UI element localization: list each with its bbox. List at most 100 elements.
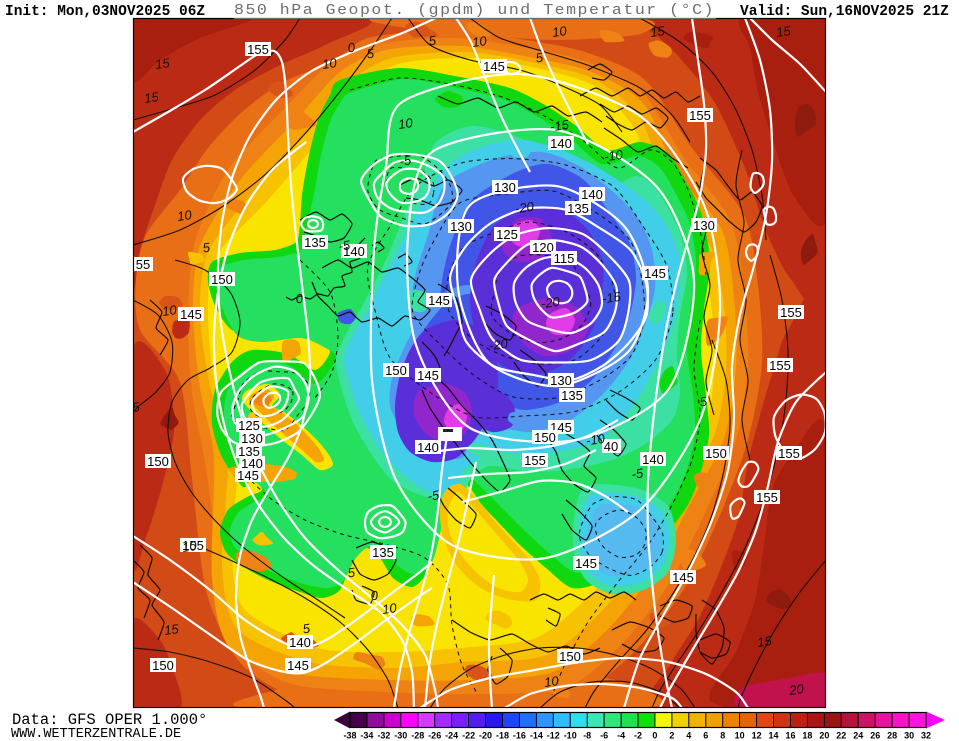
svg-text:115: 115 bbox=[554, 251, 575, 266]
svg-text:-28: -28 bbox=[411, 731, 424, 741]
svg-text:140: 140 bbox=[642, 452, 664, 467]
svg-text:145: 145 bbox=[672, 570, 694, 585]
svg-text:10: 10 bbox=[181, 538, 198, 555]
svg-text:6: 6 bbox=[703, 731, 708, 741]
svg-text:10: 10 bbox=[471, 33, 488, 50]
svg-text:18: 18 bbox=[802, 731, 812, 741]
svg-text:135: 135 bbox=[567, 201, 589, 216]
svg-text:5: 5 bbox=[535, 50, 545, 66]
svg-text:145: 145 bbox=[575, 556, 597, 571]
svg-text:14: 14 bbox=[768, 731, 778, 741]
svg-text:-4: -4 bbox=[617, 731, 625, 741]
svg-text:150: 150 bbox=[147, 454, 169, 469]
svg-text:-12: -12 bbox=[547, 731, 560, 741]
svg-text:130: 130 bbox=[693, 218, 715, 233]
svg-text:Data: GFS OPER 1.000°: Data: GFS OPER 1.000° bbox=[12, 711, 207, 729]
svg-text:150: 150 bbox=[211, 272, 233, 287]
svg-text:0: 0 bbox=[295, 291, 305, 307]
svg-text:WWW.WETTERZENTRALE.DE: WWW.WETTERZENTRALE.DE bbox=[11, 727, 181, 741]
svg-text:Init: Mon,03NOV2025 06Z: Init: Mon,03NOV2025 06Z bbox=[5, 4, 205, 20]
svg-text:-15: -15 bbox=[601, 289, 622, 307]
svg-text:12: 12 bbox=[752, 731, 762, 741]
svg-text:145: 145 bbox=[237, 468, 259, 483]
svg-text:155: 155 bbox=[182, 538, 204, 553]
svg-text:10: 10 bbox=[176, 207, 193, 224]
svg-text:24: 24 bbox=[853, 731, 863, 741]
svg-text:10: 10 bbox=[543, 673, 560, 690]
svg-text:140: 140 bbox=[581, 187, 603, 202]
svg-text:150: 150 bbox=[705, 446, 727, 461]
svg-text:150: 150 bbox=[534, 430, 556, 445]
svg-text:-30: -30 bbox=[394, 731, 407, 741]
svg-text:15: 15 bbox=[154, 55, 171, 72]
svg-text:130: 130 bbox=[450, 219, 472, 234]
svg-text:145: 145 bbox=[644, 266, 666, 281]
svg-text:5: 5 bbox=[366, 46, 376, 62]
svg-text:-2: -2 bbox=[634, 731, 642, 741]
svg-text:155: 155 bbox=[247, 42, 269, 57]
svg-text:150: 150 bbox=[152, 658, 174, 673]
svg-text:150: 150 bbox=[559, 649, 581, 664]
svg-text:22: 22 bbox=[836, 731, 846, 741]
svg-text:20: 20 bbox=[787, 681, 805, 698]
svg-text:140: 140 bbox=[289, 635, 311, 650]
svg-text:155: 155 bbox=[756, 490, 778, 505]
svg-text:26: 26 bbox=[870, 731, 880, 741]
svg-text:15: 15 bbox=[775, 23, 792, 40]
svg-text:0: 0 bbox=[652, 731, 657, 741]
svg-text:145: 145 bbox=[180, 307, 202, 322]
svg-text:10: 10 bbox=[397, 115, 414, 132]
svg-text:140: 140 bbox=[550, 136, 572, 151]
svg-text:15: 15 bbox=[124, 399, 141, 416]
svg-text:-10: -10 bbox=[564, 731, 577, 741]
svg-text:-20: -20 bbox=[488, 336, 509, 354]
svg-text:135: 135 bbox=[304, 235, 326, 250]
svg-text:Valid: Sun,16NOV2025 21Z: Valid: Sun,16NOV2025 21Z bbox=[740, 4, 949, 20]
svg-text:5: 5 bbox=[302, 621, 312, 637]
svg-text:140: 140 bbox=[417, 440, 439, 455]
svg-text:140: 140 bbox=[343, 244, 365, 259]
svg-text:155: 155 bbox=[689, 108, 711, 123]
svg-text:-10: -10 bbox=[603, 147, 624, 165]
svg-text:-38: -38 bbox=[343, 731, 356, 741]
svg-text:8: 8 bbox=[720, 731, 725, 741]
svg-text:-20: -20 bbox=[479, 731, 492, 741]
svg-text:10: 10 bbox=[321, 55, 338, 72]
svg-text:-10: -10 bbox=[585, 431, 606, 449]
svg-text:-8: -8 bbox=[583, 731, 591, 741]
svg-text:55: 55 bbox=[136, 257, 150, 272]
svg-text:-24: -24 bbox=[445, 731, 458, 741]
svg-text:155: 155 bbox=[769, 358, 791, 373]
svg-text:-14: -14 bbox=[530, 731, 543, 741]
svg-text:850 hPa Geopot. (gpdm) und Tem: 850 hPa Geopot. (gpdm) und Temperatur (°… bbox=[234, 2, 715, 19]
svg-text:0: 0 bbox=[370, 588, 380, 604]
svg-text:-32: -32 bbox=[377, 731, 390, 741]
svg-text:15: 15 bbox=[649, 23, 666, 40]
svg-text:2: 2 bbox=[669, 731, 674, 741]
svg-text:15: 15 bbox=[756, 633, 773, 650]
svg-text:10: 10 bbox=[551, 23, 568, 40]
svg-text:145: 145 bbox=[287, 658, 309, 673]
svg-text:145: 145 bbox=[417, 368, 439, 383]
svg-text:32: 32 bbox=[921, 731, 931, 741]
svg-text:-18: -18 bbox=[496, 731, 509, 741]
svg-text:-5: -5 bbox=[631, 465, 645, 482]
svg-text:5: 5 bbox=[428, 33, 438, 49]
svg-text:-5: -5 bbox=[399, 152, 413, 169]
svg-text:140: 140 bbox=[241, 456, 263, 471]
svg-text:125: 125 bbox=[238, 418, 260, 433]
svg-text:145: 145 bbox=[483, 59, 505, 74]
svg-text:15: 15 bbox=[143, 89, 160, 106]
svg-text:-20: -20 bbox=[514, 199, 535, 217]
svg-text:150: 150 bbox=[385, 363, 407, 378]
svg-text:-15: -15 bbox=[549, 117, 570, 135]
svg-text:-5: -5 bbox=[427, 487, 441, 504]
svg-text:155: 155 bbox=[524, 453, 546, 468]
svg-text:4: 4 bbox=[686, 731, 691, 741]
svg-text:30: 30 bbox=[904, 731, 914, 741]
svg-text:-34: -34 bbox=[360, 731, 373, 741]
svg-text:0: 0 bbox=[347, 40, 357, 56]
svg-text:10: 10 bbox=[381, 600, 398, 617]
svg-text:155: 155 bbox=[778, 446, 800, 461]
svg-text:-16: -16 bbox=[513, 731, 526, 741]
